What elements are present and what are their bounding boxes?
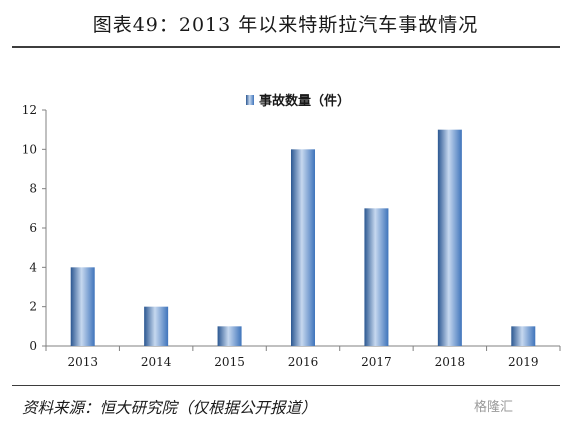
- legend-label: 事故数量（件）: [259, 93, 350, 109]
- x-tick-label: 2015: [214, 355, 245, 369]
- x-tick-label: 2013: [67, 355, 98, 369]
- footer-divider: [12, 385, 560, 386]
- bar-2018: [437, 129, 462, 346]
- x-tick-label: 2016: [288, 355, 319, 369]
- watermark-logo: 格隆汇: [474, 400, 514, 415]
- y-tick-label: 0: [29, 339, 37, 353]
- y-tick-label: 4: [29, 260, 37, 274]
- y-tick-label: 12: [22, 103, 37, 117]
- legend-swatch: [246, 95, 254, 105]
- source-note: 资料来源：恒大研究院（仅根据公开报道）: [22, 399, 317, 417]
- chart-title: 图表49：2013 年以来特斯拉汽车事故情况: [92, 14, 479, 36]
- y-tick-label: 6: [29, 221, 37, 235]
- x-tick-label: 2018: [435, 355, 466, 369]
- bar-2015: [217, 326, 242, 346]
- bar-2016: [291, 149, 315, 346]
- bar-2019: [511, 326, 536, 346]
- y-tick-label: 8: [29, 182, 37, 196]
- chart-legend: 事故数量（件）: [246, 93, 350, 109]
- y-tick-label: 2: [29, 300, 37, 314]
- bar-2013: [70, 267, 95, 346]
- bar-2017: [364, 208, 389, 346]
- bar-chart: 0 2 4 6 8 10 12 2013 2014 2015 2016 2017 2018 2019 事故…: [22, 93, 561, 369]
- x-tick-label: 2014: [141, 355, 172, 369]
- x-tick-label: 2019: [508, 355, 539, 369]
- y-tick-label: 10: [22, 142, 37, 156]
- bar-2014: [144, 306, 169, 346]
- title-divider: [12, 46, 560, 48]
- x-tick-label: 2017: [361, 355, 392, 369]
